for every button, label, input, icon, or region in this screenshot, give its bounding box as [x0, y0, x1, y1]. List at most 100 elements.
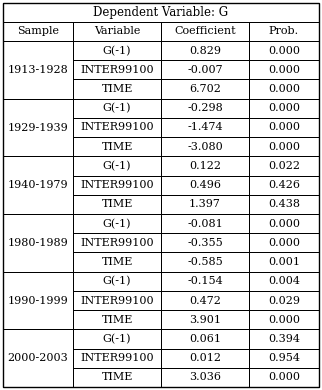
Text: 1.397: 1.397	[189, 199, 221, 209]
Text: INTER99100: INTER99100	[80, 180, 154, 190]
Text: INTER99100: INTER99100	[80, 296, 154, 305]
Text: 0.394: 0.394	[268, 334, 300, 344]
Text: 0.000: 0.000	[268, 122, 300, 133]
Bar	[249, 310, 319, 329]
Text: 0.438: 0.438	[268, 199, 300, 209]
Bar	[73, 368, 161, 387]
Text: -0.081: -0.081	[187, 219, 223, 229]
Bar	[73, 176, 161, 195]
Bar	[161, 80, 249, 99]
Bar	[73, 233, 161, 252]
Bar	[161, 22, 249, 41]
Text: TIME: TIME	[101, 142, 133, 152]
Bar	[249, 80, 319, 99]
Bar	[161, 252, 249, 272]
Bar	[249, 195, 319, 214]
Text: G(-1): G(-1)	[103, 103, 131, 113]
Bar	[73, 137, 161, 156]
Bar	[249, 156, 319, 176]
Bar	[161, 176, 249, 195]
Bar	[161, 349, 249, 368]
Bar	[3, 214, 73, 272]
Bar	[3, 329, 73, 387]
Bar	[73, 80, 161, 99]
Text: 0.472: 0.472	[189, 296, 221, 305]
Text: G(-1): G(-1)	[103, 161, 131, 171]
Text: 1990-1999: 1990-1999	[8, 296, 69, 305]
Text: -0.585: -0.585	[187, 257, 223, 267]
Text: -1.474: -1.474	[187, 122, 223, 133]
Text: 3.036: 3.036	[189, 372, 221, 382]
Bar	[161, 233, 249, 252]
Text: G(-1): G(-1)	[103, 334, 131, 344]
Bar	[73, 329, 161, 349]
Text: TIME: TIME	[101, 84, 133, 94]
Bar	[73, 41, 161, 60]
Bar	[73, 195, 161, 214]
Bar	[73, 291, 161, 310]
Text: -0.355: -0.355	[187, 238, 223, 248]
Bar	[161, 272, 249, 291]
Bar	[249, 118, 319, 137]
Bar	[73, 60, 161, 80]
Bar	[3, 99, 73, 156]
Bar	[161, 99, 249, 118]
Bar	[249, 252, 319, 272]
Text: 0.000: 0.000	[268, 219, 300, 229]
Bar	[161, 41, 249, 60]
Text: 1980-1989: 1980-1989	[8, 238, 69, 248]
Bar	[3, 156, 73, 214]
Text: 0.061: 0.061	[189, 334, 221, 344]
Text: -0.154: -0.154	[187, 276, 223, 286]
Bar	[73, 252, 161, 272]
Text: -0.007: -0.007	[187, 65, 223, 75]
Bar	[161, 118, 249, 137]
Text: 0.122: 0.122	[189, 161, 221, 171]
Text: 0.000: 0.000	[268, 372, 300, 382]
Bar	[3, 3, 319, 22]
Bar	[161, 310, 249, 329]
Text: 2000-2003: 2000-2003	[8, 353, 69, 363]
Bar	[249, 349, 319, 368]
Text: 1929-1939: 1929-1939	[8, 122, 69, 133]
Text: 0.000: 0.000	[268, 103, 300, 113]
Text: 1940-1979: 1940-1979	[8, 180, 68, 190]
Bar	[249, 368, 319, 387]
Bar	[73, 214, 161, 233]
Bar	[73, 118, 161, 137]
Text: 0.000: 0.000	[268, 84, 300, 94]
Text: G(-1): G(-1)	[103, 46, 131, 56]
Text: 0.426: 0.426	[268, 180, 300, 190]
Text: 0.029: 0.029	[268, 296, 300, 305]
Text: Sample: Sample	[17, 27, 59, 37]
Text: TIME: TIME	[101, 315, 133, 325]
Text: 0.000: 0.000	[268, 65, 300, 75]
Bar	[161, 214, 249, 233]
Bar	[249, 291, 319, 310]
Bar	[249, 99, 319, 118]
Text: 0.001: 0.001	[268, 257, 300, 267]
Text: 1913-1928: 1913-1928	[8, 65, 69, 75]
Text: Variable: Variable	[94, 27, 140, 37]
Bar	[73, 272, 161, 291]
Bar	[249, 329, 319, 349]
Text: INTER99100: INTER99100	[80, 353, 154, 363]
Text: TIME: TIME	[101, 372, 133, 382]
Bar	[73, 156, 161, 176]
Text: 0.829: 0.829	[189, 46, 221, 56]
Bar	[73, 99, 161, 118]
Bar	[249, 176, 319, 195]
Bar	[249, 214, 319, 233]
Text: Prob.: Prob.	[269, 27, 299, 37]
Text: Coefficient: Coefficient	[174, 27, 236, 37]
Bar	[161, 329, 249, 349]
Bar	[249, 60, 319, 80]
Text: 6.702: 6.702	[189, 84, 221, 94]
Text: INTER99100: INTER99100	[80, 238, 154, 248]
Text: TIME: TIME	[101, 199, 133, 209]
Text: 0.000: 0.000	[268, 315, 300, 325]
Bar	[161, 60, 249, 80]
Text: 0.022: 0.022	[268, 161, 300, 171]
Bar	[161, 156, 249, 176]
Bar	[3, 41, 73, 99]
